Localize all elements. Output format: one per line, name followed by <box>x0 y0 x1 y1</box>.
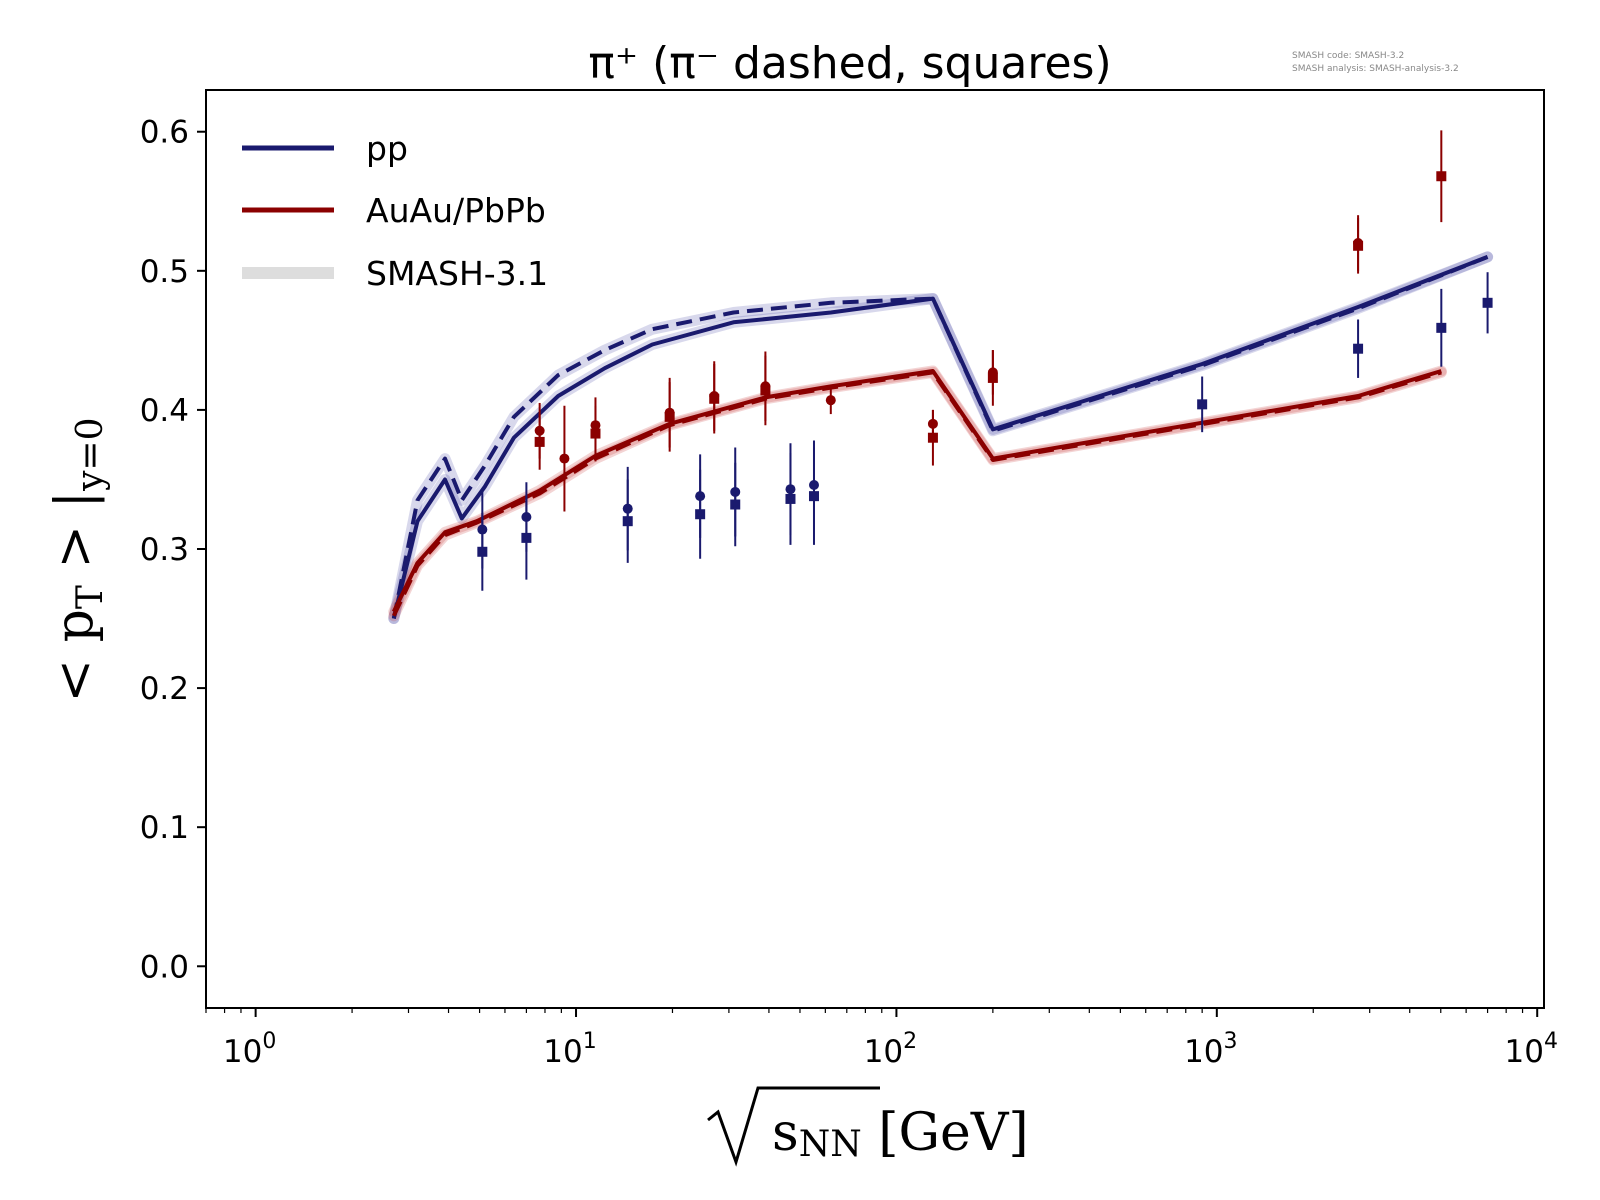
data-point-auau-pbpb-piminus <box>534 436 545 447</box>
data-point-pp-piminus <box>622 516 633 527</box>
legend-label-smash: SMASH-3.1 <box>366 254 548 293</box>
data-point-pp-piminus <box>1482 297 1493 308</box>
data-point-pp-piminus <box>730 499 741 510</box>
data-point-pp-piminus <box>695 509 706 520</box>
plot-area <box>388 130 1494 624</box>
data-point-pp-piminus <box>521 532 532 543</box>
data-point-auau-pbpb-piminus <box>709 393 720 404</box>
data-point-auau-pbpb-piminus <box>664 411 675 422</box>
data-point-auau-pbpb-piminus <box>590 428 601 439</box>
data-point-pp-piminus <box>785 493 796 504</box>
y-tick-label: 0.6 <box>140 115 189 151</box>
data-point-auau-pbpb-piplus <box>825 395 836 406</box>
data-point-pp-piminus <box>808 491 819 502</box>
data-point-pp-piminus <box>1436 322 1447 333</box>
data-point-auau-pbpb-piplus <box>559 453 570 464</box>
smash-analysis-line: SMASH analysis: SMASH-analysis-3.2 <box>1292 64 1459 74</box>
legend-label-auau-pbpb: AuAu/PbPb <box>366 191 546 230</box>
data-point-auau-pbpb-piminus <box>1353 240 1364 251</box>
smash-code-line: SMASH code: SMASH-3.2 <box>1292 51 1404 61</box>
y-tick-label: 0.2 <box>140 671 189 707</box>
data-point-auau-pbpb-piminus <box>760 385 771 396</box>
y-tick-label: 0.1 <box>140 810 189 846</box>
data-point-auau-pbpb-piminus <box>987 372 998 383</box>
data-point-pp-piminus <box>1197 399 1208 410</box>
data-point-auau-pbpb-piminus <box>927 432 938 443</box>
y-tick-label: 0.3 <box>140 532 189 568</box>
data-point-auau-pbpb-piminus <box>1436 171 1447 182</box>
series-line-pp-piminus <box>391 255 1489 619</box>
y-tick-label: 0.5 <box>140 254 189 290</box>
y-tick-label: 0.4 <box>140 393 189 429</box>
legend-label-pp: pp <box>366 129 408 168</box>
data-point-pp-piminus <box>477 546 488 557</box>
legend: pp AuAu/PbPb SMASH-3.1 <box>242 129 548 293</box>
chart-title: π⁺ (π⁻ dashed, squares) <box>588 38 1111 89</box>
data-point-pp-piminus <box>1353 343 1364 354</box>
y-tick-label: 0.0 <box>140 949 189 985</box>
